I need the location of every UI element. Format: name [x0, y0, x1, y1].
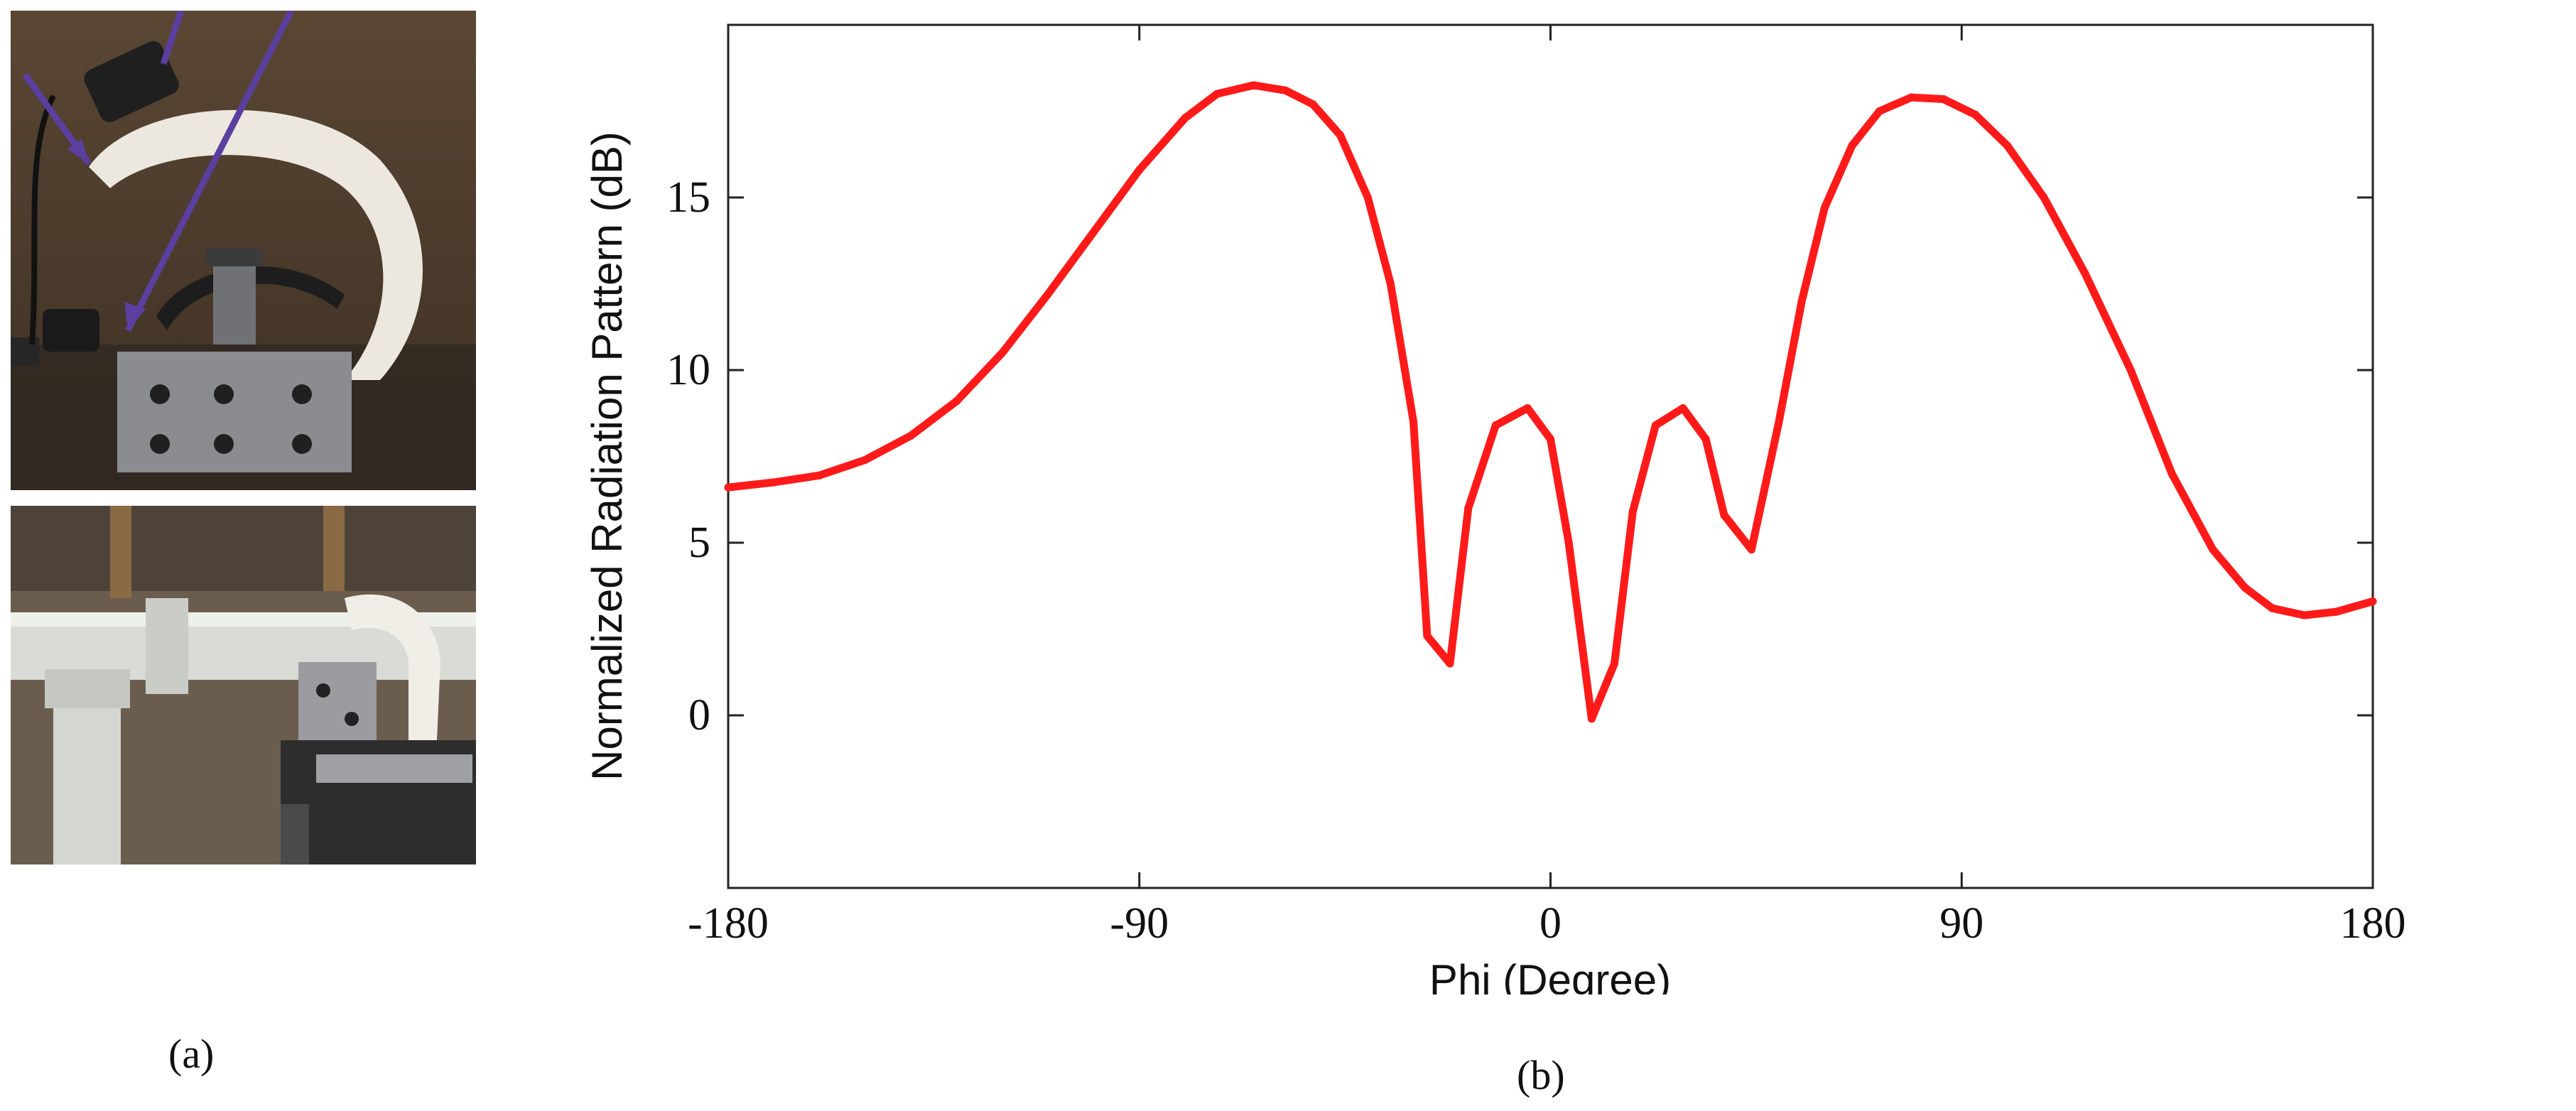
data-point [1213, 90, 1221, 98]
y-tick-label: 5 [688, 519, 710, 567]
data-point [1336, 131, 1345, 140]
data-point [1651, 421, 1660, 430]
data-point [907, 431, 915, 440]
data-point [1446, 659, 1454, 668]
data-point [769, 478, 778, 487]
data-point [1876, 107, 1883, 115]
data-point [724, 483, 732, 492]
data-point [2209, 546, 2217, 554]
data-point [1971, 110, 1980, 119]
data-point [1089, 228, 1098, 237]
data-point [1720, 511, 1728, 519]
data-point [2126, 366, 2135, 374]
data-point [1423, 632, 1432, 640]
data-point [953, 397, 961, 406]
x-axis-title: Phi (Degree) [1429, 956, 1671, 995]
x-tick-label: 90 [1939, 899, 1984, 948]
data-points [724, 81, 2377, 723]
data-point [1611, 659, 1619, 668]
data-point [2300, 611, 2309, 619]
radiation-pattern-chart: -180 -90 0 90 180 0 5 10 15 Phi (Degree) Normali… [583, 23, 2406, 995]
data-point [861, 455, 870, 464]
pipe-photo-graphic [11, 506, 476, 865]
data-point [1135, 166, 1144, 174]
data-point [2003, 141, 2012, 150]
data-point [1464, 504, 1473, 512]
data-point [1907, 93, 1916, 102]
x-tick-label: 0 [1539, 899, 1562, 948]
y-tick-label: 15 [666, 173, 710, 222]
data-point [2332, 607, 2341, 616]
data-point [1939, 94, 1948, 103]
data-point [2040, 193, 2048, 202]
data-point [2081, 269, 2089, 278]
radiation-pattern-line [724, 81, 2377, 723]
data-point [1587, 715, 1596, 723]
data-point [1797, 297, 1806, 305]
data-point [1747, 546, 1755, 554]
data-point [1250, 81, 1258, 90]
caption-b: (b) [1517, 1052, 1565, 1098]
data-point [2168, 470, 2176, 478]
y-axis-title: Normalized Radiation Pattern (dB) [583, 131, 631, 781]
x-tick-label: -180 [688, 899, 769, 948]
data-point [1523, 403, 1532, 412]
data-point [1181, 114, 1189, 122]
x-tick-label: 180 [2340, 899, 2406, 948]
y-tick-label: 0 [688, 691, 710, 739]
data-point [2241, 583, 2249, 592]
data-point [1363, 193, 1372, 202]
data-point [1564, 538, 1573, 547]
data-point [998, 349, 1007, 357]
fixture-photo-graphic [11, 11, 476, 490]
data-point [1409, 418, 1418, 426]
data-point [1679, 403, 1687, 412]
data-point [1701, 435, 1710, 443]
data-point [2268, 604, 2277, 612]
data-point [1775, 418, 1783, 426]
rotating-arm-fixture-photo [11, 11, 476, 490]
data-point [816, 471, 824, 479]
data-point [1820, 204, 1829, 212]
data-point [1491, 421, 1500, 430]
x-tick-label: -90 [1110, 899, 1169, 948]
data-point [1044, 290, 1052, 298]
data-point [1547, 435, 1554, 443]
data-point [1848, 141, 1856, 150]
pvc-pipe-mount-photo [11, 506, 476, 865]
data-point [1309, 100, 1317, 109]
caption-a: (a) [168, 1031, 215, 1077]
data-point [1628, 507, 1637, 516]
tick-marks [727, 25, 2374, 888]
tick-labels: -180 -90 0 90 180 0 5 10 15 [666, 173, 2406, 948]
data-point [2369, 597, 2377, 606]
data-point [1282, 86, 1290, 94]
data-point [1386, 280, 1395, 288]
y-tick-label: 10 [666, 346, 710, 394]
